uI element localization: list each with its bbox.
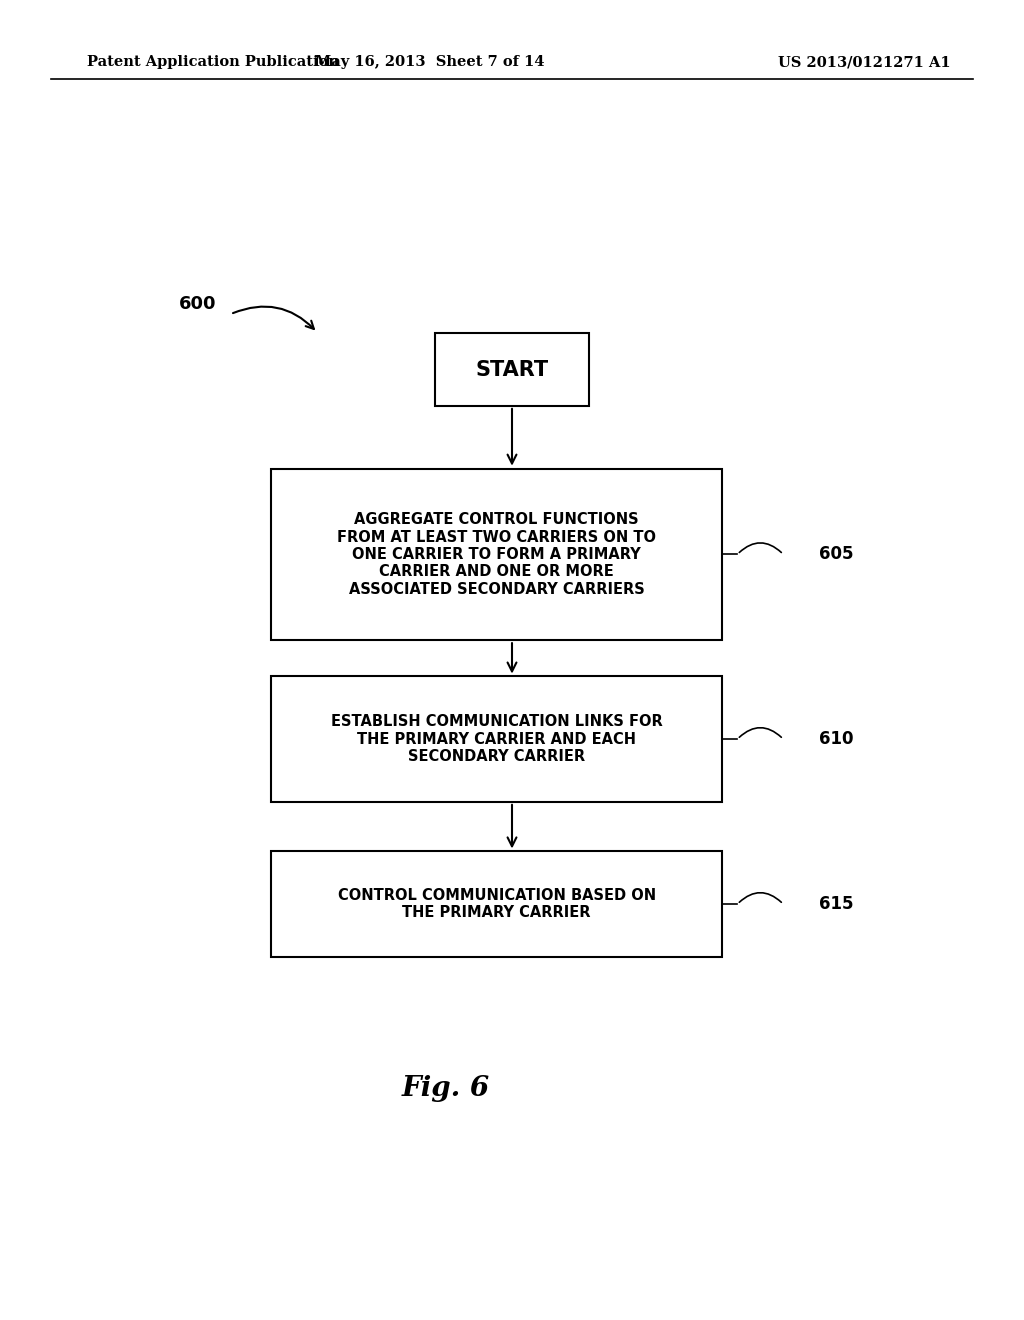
Text: 615: 615 bbox=[819, 895, 854, 913]
Text: AGGREGATE CONTROL FUNCTIONS
FROM AT LEAST TWO CARRIERS ON TO
ONE CARRIER TO FORM: AGGREGATE CONTROL FUNCTIONS FROM AT LEAS… bbox=[337, 512, 656, 597]
Text: ESTABLISH COMMUNICATION LINKS FOR
THE PRIMARY CARRIER AND EACH
SECONDARY CARRIER: ESTABLISH COMMUNICATION LINKS FOR THE PR… bbox=[331, 714, 663, 764]
FancyBboxPatch shape bbox=[435, 333, 589, 407]
Text: US 2013/0121271 A1: US 2013/0121271 A1 bbox=[778, 55, 951, 69]
Text: 610: 610 bbox=[819, 730, 854, 748]
Text: CONTROL COMMUNICATION BASED ON
THE PRIMARY CARRIER: CONTROL COMMUNICATION BASED ON THE PRIMA… bbox=[338, 888, 655, 920]
Text: Patent Application Publication: Patent Application Publication bbox=[87, 55, 339, 69]
Text: 600: 600 bbox=[179, 294, 217, 313]
Text: START: START bbox=[475, 359, 549, 380]
Text: Fig. 6: Fig. 6 bbox=[401, 1076, 489, 1102]
Text: 605: 605 bbox=[819, 545, 854, 564]
Text: May 16, 2013  Sheet 7 of 14: May 16, 2013 Sheet 7 of 14 bbox=[315, 55, 545, 69]
FancyBboxPatch shape bbox=[271, 469, 722, 640]
FancyBboxPatch shape bbox=[271, 851, 722, 957]
FancyBboxPatch shape bbox=[271, 676, 722, 801]
